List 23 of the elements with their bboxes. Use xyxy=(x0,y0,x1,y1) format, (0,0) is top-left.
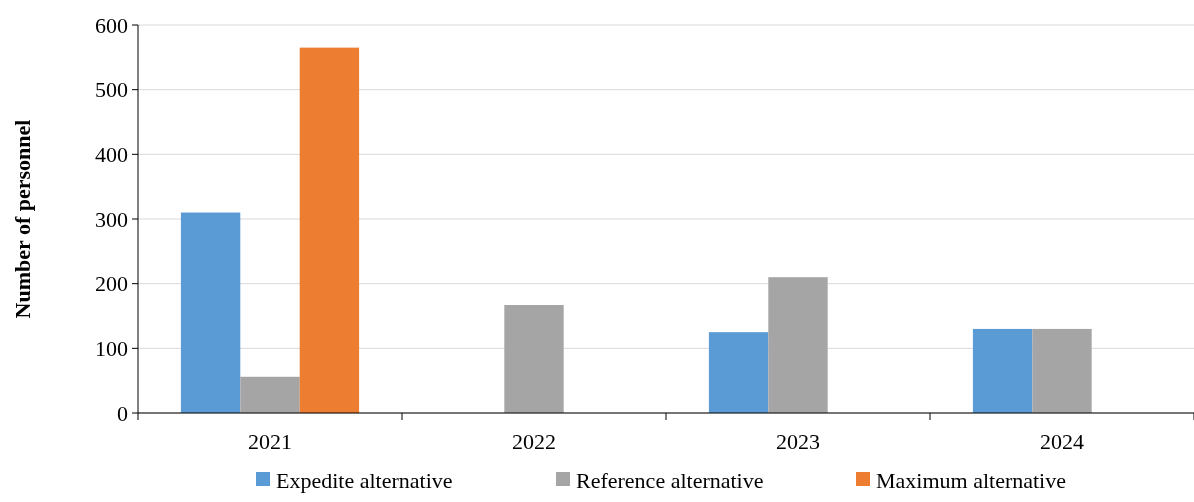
bar xyxy=(180,212,241,413)
bar xyxy=(504,305,564,413)
y-tick-label: 400 xyxy=(95,142,128,168)
bar xyxy=(972,328,1033,413)
bar xyxy=(240,376,300,413)
legend-label: Expedite alternative xyxy=(276,467,453,493)
bar xyxy=(1032,328,1092,413)
y-tick-label: 100 xyxy=(95,336,128,362)
y-tick-label: 200 xyxy=(95,271,128,297)
y-tick-label: 600 xyxy=(95,12,128,38)
y-tick-label: 500 xyxy=(95,77,128,103)
bar xyxy=(708,332,769,413)
legend-label: Reference alternative xyxy=(576,467,764,493)
y-tick-label: 0 xyxy=(117,400,128,426)
legend-label: Maximum alternative xyxy=(876,467,1066,493)
x-tick-label: 2022 xyxy=(512,429,556,454)
x-tick-label: 2024 xyxy=(1040,429,1084,454)
y-axis-title: Number of personnel xyxy=(10,119,35,319)
bar xyxy=(768,277,828,413)
x-tick-label: 2023 xyxy=(776,429,820,454)
x-tick-label: 2021 xyxy=(248,429,292,454)
bar xyxy=(299,47,360,413)
y-tick-label: 300 xyxy=(95,206,128,232)
